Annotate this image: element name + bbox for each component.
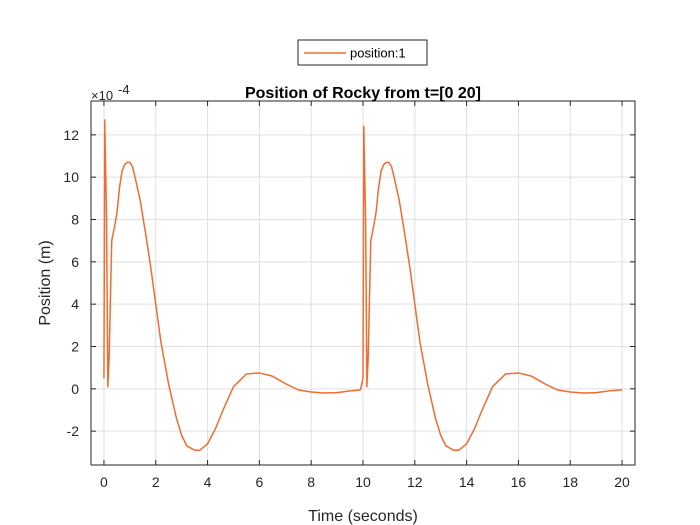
y-tick-label: -2 bbox=[67, 423, 80, 439]
axis-ticks: 0 2 4 6 8 10 12 14 16 18 20 -2 0 2 4 6 8 10 12 bbox=[63, 101, 635, 490]
y-tick-label: 2 bbox=[71, 338, 79, 354]
y-tick-label: 8 bbox=[71, 212, 79, 228]
y-tick-label: 0 bbox=[71, 381, 79, 397]
series-layer bbox=[103, 119, 623, 451]
chart-title: Position of Rocky from t=[0 20] bbox=[245, 85, 481, 102]
x-tick-label: 18 bbox=[562, 474, 578, 490]
y-axis-label: Position (m) bbox=[37, 240, 54, 325]
x-tick-label: 0 bbox=[100, 474, 108, 490]
series-line-position-1 bbox=[103, 119, 623, 451]
x-tick-label: 20 bbox=[614, 474, 630, 490]
x-tick-label: 2 bbox=[152, 474, 160, 490]
y-tick-label: 6 bbox=[71, 254, 79, 270]
x-tick-label: 8 bbox=[307, 474, 315, 490]
x-tick-label: 10 bbox=[355, 474, 371, 490]
x-tick-label: 16 bbox=[511, 474, 527, 490]
y-exponent: ×10 -4 bbox=[91, 82, 130, 103]
legend: position:1 bbox=[297, 39, 428, 66]
y-tick-label: 4 bbox=[71, 296, 79, 312]
y-exponent-base: ×10 bbox=[91, 88, 113, 103]
x-tick-label: 12 bbox=[407, 474, 423, 490]
x-axis-label: Time (seconds) bbox=[308, 508, 418, 525]
y-tick-label: 12 bbox=[63, 127, 79, 143]
x-tick-label: 6 bbox=[255, 474, 263, 490]
y-exponent-power: -4 bbox=[118, 82, 130, 97]
y-tick-label: 10 bbox=[63, 169, 79, 185]
legend-entry-label: position:1 bbox=[350, 46, 406, 61]
x-tick-label: 4 bbox=[204, 474, 212, 490]
x-tick-label: 14 bbox=[459, 474, 475, 490]
